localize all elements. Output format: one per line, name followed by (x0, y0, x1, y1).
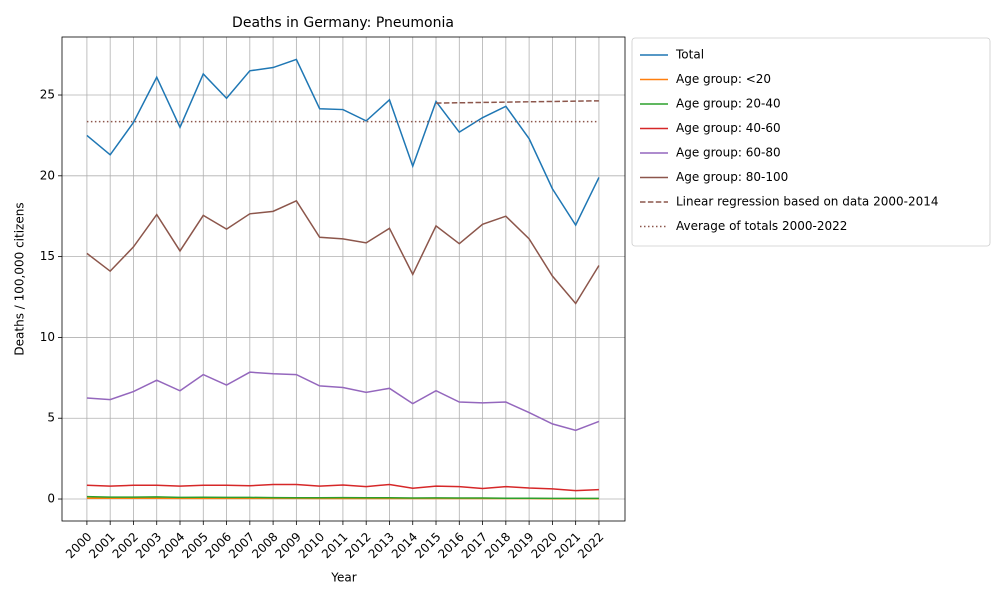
series-line (86, 58, 600, 227)
y-tick-label: 5 (47, 411, 55, 425)
x-tick-label: 2019 (505, 530, 536, 561)
x-axis-label: Year (330, 571, 356, 585)
y-tick-label: 10 (40, 330, 55, 344)
x-tick-label: 2015 (412, 530, 443, 561)
x-tick-label: 2016 (435, 530, 466, 561)
x-tick-label: 2021 (552, 530, 583, 561)
series-line (86, 199, 600, 305)
legend-label: Age group: 40-60 (676, 121, 781, 135)
series-line (86, 495, 599, 500)
x-tick-label: 2005 (179, 530, 210, 561)
x-tick-label: 2001 (86, 530, 117, 561)
x-tick-label: 2012 (342, 530, 373, 561)
legend-label: Age group: 80-100 (676, 170, 788, 184)
y-tick-label: 15 (40, 249, 55, 263)
x-tick-label: 2002 (110, 530, 141, 561)
x-tick-label: 2010 (296, 530, 327, 561)
legend-label: Average of totals 2000-2022 (676, 219, 847, 233)
x-tick-label: 2014 (389, 530, 420, 561)
x-tick-label: 2011 (319, 530, 350, 561)
x-tick-label: 2003 (133, 530, 164, 561)
legend-box (631, 37, 991, 247)
legend-label: Age group: 20-40 (676, 97, 781, 111)
x-tick-label: 2006 (203, 530, 234, 561)
x-tick-label: 2022 (575, 530, 606, 561)
x-tick-label: 2007 (226, 530, 257, 561)
y-tick-label: 25 (40, 88, 55, 102)
series-line (436, 100, 599, 104)
legend-label: Age group: 60-80 (676, 146, 781, 160)
legend-label: Linear regression based on data 2000-201… (676, 195, 938, 209)
legend-label: Age group: <20 (676, 72, 771, 86)
series-line (86, 483, 599, 492)
legend-label: Total (675, 48, 704, 62)
y-tick-label: 0 (47, 492, 55, 506)
x-tick-label: 2000 (63, 530, 94, 561)
y-axis-label: Deaths / 100,000 citizens (13, 202, 27, 355)
x-tick-label: 2018 (482, 530, 513, 561)
x-tick-label: 2004 (156, 530, 187, 561)
x-tick-label: 2009 (272, 530, 303, 561)
x-tick-label: 2013 (366, 530, 397, 561)
x-tick-label: 2017 (459, 530, 490, 561)
series-line (86, 371, 600, 432)
chart-title: Deaths in Germany: Pneumonia (232, 15, 454, 31)
x-tick-label: 2020 (528, 530, 559, 561)
plot-frame (61, 36, 626, 522)
y-tick-label: 20 (40, 168, 55, 182)
x-tick-label: 2008 (249, 530, 280, 561)
